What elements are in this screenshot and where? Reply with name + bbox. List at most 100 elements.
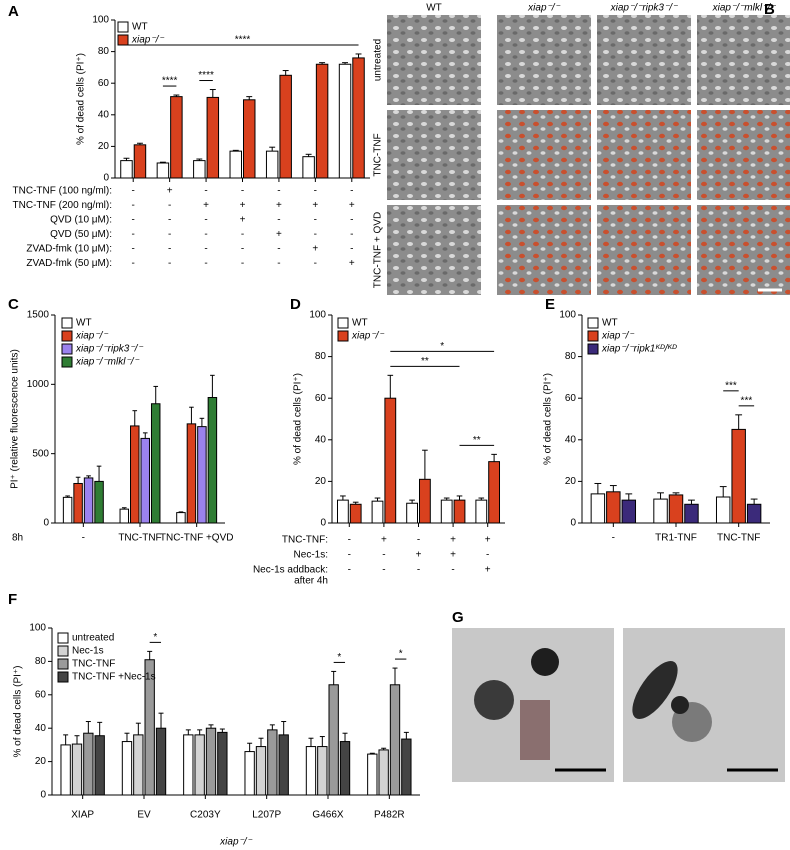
y-axis-label: PI⁺ (relative fluorescence units) [10,349,21,489]
condition-value: - [350,186,353,197]
x-tick-label: EV [137,810,151,821]
significance-label: *** [725,380,737,391]
condition-value: - [168,258,171,269]
chart: A 0 20 40 60 80 100 % of dead cells (PI⁺) WT xiap… [8,3,370,269]
bar [183,734,194,796]
legend-label: xiap⁻/⁻ripk1ᴷᴰ/ᴷᴰ [601,344,677,355]
condition-value: + [276,200,282,211]
y-tick-label: 0 [570,518,576,529]
bar [590,493,606,524]
legend-swatch [57,671,69,683]
condition-label: QVD (10 μM): [50,215,112,226]
bar [229,150,242,179]
bar [156,162,170,179]
bar [244,751,255,796]
legend-swatch [57,632,69,644]
chart: C 0 500 1000 1500 PI⁺ (relative fluorescence … [8,296,233,544]
significance-label: *** [741,395,753,406]
condition-value: - [132,186,135,197]
condition-value: - [417,535,420,546]
bar [83,477,94,524]
bar [155,727,167,796]
micrograph [387,205,481,295]
condition-label: Nec-1s addback: [253,565,328,576]
bar [378,749,389,796]
condition-value: - [314,215,317,226]
y-axis-label: % of dead cells (PI⁺) [13,666,24,758]
micrograph [387,15,481,105]
bar [193,160,206,179]
condition-value: + [485,535,491,546]
significance-label: * [399,649,403,660]
micrograph [697,15,790,105]
bar [186,423,197,524]
bar [684,503,699,524]
micrograph [697,110,790,200]
significance-label: * [153,632,157,643]
bar [176,512,186,524]
condition-value: - [277,186,280,197]
y-tick-label: 0 [103,173,109,184]
legend-swatch [57,645,69,657]
bar [197,426,207,524]
y-tick-label: 80 [565,351,577,362]
condition-value: - [204,229,207,240]
y-tick-label: 20 [35,756,47,767]
y-axis-label: % of dead cells (PI⁺) [76,53,87,145]
condition-value: - [350,229,353,240]
condition-label: TNC-TNF (100 ng/ml): [13,186,112,197]
y-tick-label: 80 [35,656,47,667]
legend-swatch [61,317,73,329]
panel-label: F [8,591,17,608]
condition-value: + [276,229,282,240]
bar [389,684,401,796]
x-axis-label: xiap⁻/⁻ [219,837,252,848]
bar [352,57,365,179]
image-panel-b: B WT xiap⁻/⁻ xiap⁻/⁻ripk3⁻/⁻ xiap⁻/⁻mlkl⁻/⁻… [373,1,790,295]
condition-value: + [416,550,422,561]
x-tick-label: C203Y [190,810,221,821]
bar [406,502,418,524]
legend-label: untreated [72,633,114,644]
condition-value: + [312,244,318,255]
column-label: xiap⁻/⁻mlkl⁻/⁻ [712,3,777,14]
micrograph [497,205,591,295]
y-tick-label: 100 [559,310,576,321]
legend-label: xiap⁻/⁻ [131,35,164,46]
condition-value: - [314,258,317,269]
micrograph [387,110,481,200]
legend-label: xiap⁻/⁻ [601,331,634,342]
y-tick-label: 1500 [27,310,50,321]
condition-value: - [486,550,489,561]
x-tick-label: - [612,533,615,544]
chart: D 0 20 40 60 80 100 % of dead cells (PI⁺) WT xiap… [253,296,505,587]
cell [671,696,689,714]
condition-value: - [132,229,135,240]
condition-value: - [204,186,207,197]
bar [621,499,637,524]
bar [475,499,488,524]
legend-swatch [587,330,599,342]
bar [302,156,315,179]
micrograph [597,110,691,200]
significance-label: **** [235,35,251,46]
legend-swatch [117,21,129,33]
legend-swatch [61,356,73,368]
cell [632,661,678,719]
legend-label: xiap⁻/⁻ [75,331,108,342]
bar [440,499,453,524]
bar [170,96,183,179]
condition-value: + [240,215,246,226]
condition-label: TNC-TNF: [282,535,328,546]
bar [488,461,501,524]
chart: F 0 20 40 60 80 100 % of dead cells (PI⁺) XIAP EV… [8,591,420,848]
bar [606,491,621,524]
y-tick-label: 100 [92,15,109,26]
y-tick-label: 40 [315,434,327,445]
y-tick-label: 20 [565,476,577,487]
y-tick-label: 20 [98,141,110,152]
bar [267,729,278,796]
bar [317,746,328,796]
legend-swatch [337,330,349,342]
y-axis-label: % of dead cells (PI⁺) [543,373,554,465]
